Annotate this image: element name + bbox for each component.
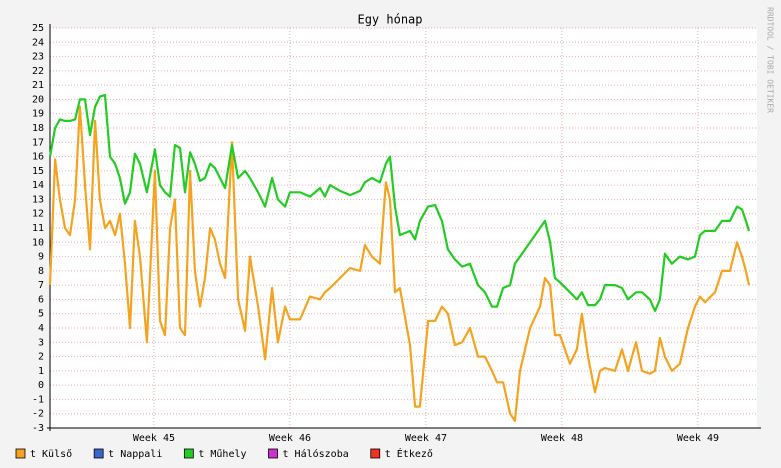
legend-label: t Étkező — [385, 447, 433, 460]
x-tick-label: Week 47 — [405, 433, 447, 444]
y-tick-label: 7 — [38, 280, 44, 291]
y-tick-label: 21 — [32, 80, 44, 91]
y-tick-label: 11 — [32, 223, 44, 234]
y-tick-label: -1 — [32, 394, 44, 405]
y-tick-label: 9 — [38, 252, 44, 263]
x-tick-label: Week 46 — [269, 433, 311, 444]
x-tick-label: Week 45 — [133, 433, 175, 444]
legend-swatch — [93, 448, 104, 459]
y-tick-label: 6 — [38, 294, 44, 305]
y-tick-label: 22 — [32, 66, 44, 77]
y-tick-label: 8 — [38, 266, 44, 277]
y-tick-label: 23 — [32, 52, 44, 63]
legend-swatch — [183, 448, 194, 459]
y-tick-label: 10 — [32, 237, 44, 248]
x-tick-label: Week 49 — [677, 433, 719, 444]
legend-label: t Műhely — [198, 448, 246, 460]
y-tick-label: -3 — [32, 423, 44, 434]
y-tick-label: 19 — [32, 109, 44, 120]
watermark: RRDTOOL / TOBI OETIKER — [766, 7, 775, 113]
series-line — [48, 94, 751, 312]
y-tick-label: 4 — [38, 323, 44, 334]
y-tick-label: 20 — [32, 94, 44, 105]
chart-title: Egy hónap — [357, 13, 422, 27]
y-tick-label: 1 — [38, 366, 44, 377]
y-tick-label: 12 — [32, 209, 44, 220]
series-line — [48, 105, 751, 422]
legend-swatch — [15, 448, 26, 459]
y-tick-label: 18 — [32, 123, 44, 134]
y-tick-label: 15 — [32, 166, 44, 177]
y-tick-label: 14 — [32, 180, 44, 191]
y-tick-label: 25 — [32, 23, 44, 34]
legend-label: t Hálószoba — [283, 448, 349, 460]
legend-label: t Nappali — [108, 449, 162, 460]
y-tick-label: 24 — [32, 37, 44, 48]
y-tick-label: 13 — [32, 194, 44, 205]
y-tick-label: 0 — [38, 380, 44, 391]
legend-swatch — [268, 448, 278, 459]
y-tick-label: 5 — [38, 309, 44, 320]
y-tick-label: -2 — [32, 409, 44, 420]
y-tick-label: 16 — [32, 152, 44, 163]
y-tick-label: 17 — [32, 137, 44, 148]
y-tick-label: 2 — [38, 352, 44, 363]
x-tick-label: Week 48 — [541, 433, 583, 444]
legend-label: t Külső — [30, 448, 72, 460]
legend-swatch — [370, 448, 381, 459]
y-tick-label: 3 — [38, 337, 44, 348]
